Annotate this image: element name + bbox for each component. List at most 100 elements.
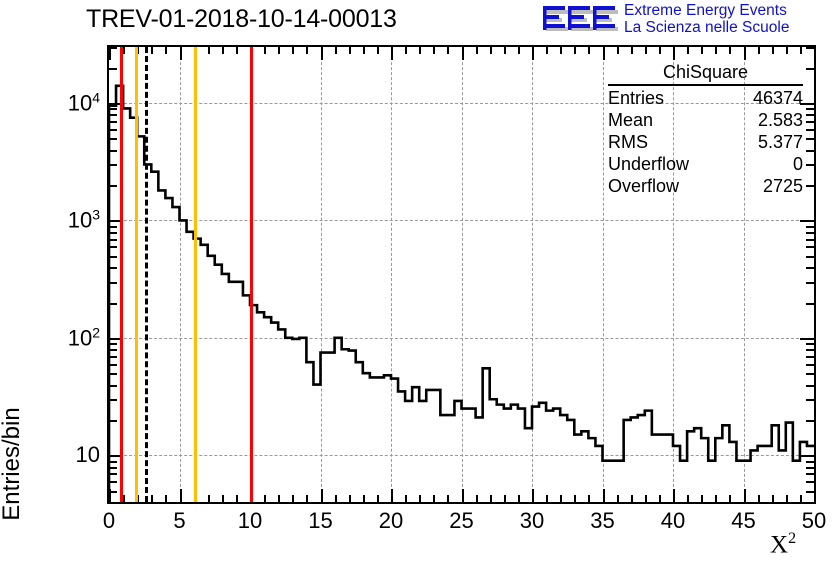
x-tick-top-15	[320, 47, 323, 60]
y-tick-7	[109, 473, 117, 476]
x-tick-top-17	[348, 47, 351, 54]
x-tick-15	[320, 489, 323, 502]
x-tick-34	[588, 495, 591, 502]
x-tick-top-1	[123, 47, 126, 54]
x-tick-36	[616, 495, 619, 502]
gridline-x-15	[320, 47, 322, 502]
gridline-x-30	[532, 47, 533, 502]
stats-row: Underflow 0	[608, 153, 803, 175]
x-tick-13	[292, 495, 295, 502]
y-tick-right-4	[806, 502, 814, 504]
x-tick-top-50	[814, 47, 816, 60]
gridline-x-5	[179, 47, 181, 502]
x-tick-33	[574, 495, 577, 502]
y-tick-9	[109, 460, 117, 463]
x-tick-41	[687, 495, 690, 502]
x-tick-25	[461, 489, 464, 502]
y-tick-4	[109, 502, 117, 504]
y-tick-right-60	[806, 363, 814, 366]
x-tick-39	[658, 495, 661, 502]
x-tick-49	[799, 495, 802, 502]
y-tick-right-10	[800, 455, 814, 458]
logo-text: Extreme Energy Events La Scienza nelle S…	[624, 2, 789, 36]
y-tick-right-5000	[806, 138, 814, 141]
gridline-x-35	[602, 47, 604, 502]
y-tick-30	[109, 399, 117, 402]
y-tick-right-7	[806, 473, 814, 476]
stats-box: ChiSquare Entries 46374 Mean 2.583 RMS 5.377 U…	[608, 62, 803, 197]
y-tick-20000	[109, 67, 117, 70]
y-tick-70	[109, 356, 117, 359]
x-tick-19	[376, 495, 379, 502]
x-tick-top-21	[405, 47, 408, 54]
x-tick-43	[715, 495, 718, 502]
y-tick-right-10000	[800, 103, 814, 106]
x-tick-top-35	[602, 47, 605, 60]
y-tick-800	[109, 231, 117, 234]
y-tick-label-1000: 103	[67, 206, 100, 234]
y-tick-40	[109, 384, 117, 387]
x-tick-top-7	[207, 47, 210, 54]
x-tick-top-39	[658, 47, 661, 54]
y-tick-4000	[109, 149, 117, 152]
x-tick-label-5: 5	[173, 508, 186, 533]
y-tick-2000	[109, 185, 117, 188]
y-tick-right-9000	[806, 108, 814, 111]
x-tick-top-40	[673, 47, 675, 60]
stats-label: Entries	[608, 88, 665, 108]
gridline-x-20	[391, 47, 392, 502]
x-tick-27	[489, 495, 492, 502]
x-tick-top-47	[771, 47, 774, 54]
y-tick-right-8000	[806, 114, 814, 117]
y-tick-right-9	[806, 460, 814, 463]
y-tick-700	[109, 238, 117, 241]
x-tick-top-48	[785, 47, 788, 54]
x-tick-top-38	[644, 47, 647, 54]
stats-row: Overflow 2725	[608, 175, 803, 197]
x-tick-top-0	[109, 47, 111, 60]
y-tick-right-30000	[806, 47, 814, 49]
x-tick-38	[644, 495, 647, 502]
y-tick-30000	[109, 47, 117, 49]
x-axis-title-exponent: 2	[788, 530, 797, 547]
stats-label: Overflow	[608, 176, 680, 196]
x-tick-top-14	[306, 47, 309, 54]
x-tick-48	[785, 495, 788, 502]
y-tick-right-3000	[806, 164, 814, 167]
y-tick-200	[109, 302, 117, 305]
x-tick-top-44	[729, 47, 732, 54]
stats-value: 2725	[762, 176, 803, 196]
gridline-x-45	[743, 47, 745, 502]
x-tick-top-16	[334, 47, 337, 54]
x-axis-title-base: X	[770, 531, 789, 559]
marker-line-red-high	[250, 47, 253, 502]
x-tick-26	[475, 495, 478, 502]
x-tick-3	[151, 495, 154, 502]
x-tick-32	[560, 495, 563, 502]
y-tick-right-20000	[806, 67, 814, 70]
histogram-curve	[109, 84, 814, 502]
stats-value: 5.377	[757, 132, 803, 152]
x-tick-46	[757, 495, 760, 502]
x-tick-top-43	[715, 47, 718, 54]
x-tick-label-0: 0	[102, 508, 116, 533]
x-tick-top-34	[588, 47, 591, 54]
y-tick-90	[109, 343, 117, 346]
x-tick-50	[814, 489, 816, 502]
x-tick-top-29	[517, 47, 520, 54]
x-tick-top-20	[391, 47, 393, 60]
y-tick-8	[109, 466, 117, 469]
y-tick-right-30	[806, 399, 814, 402]
eee-mark-icon	[543, 6, 618, 31]
x-tick-44	[729, 495, 732, 502]
x-tick-1	[123, 495, 126, 502]
x-tick-top-37	[630, 47, 633, 54]
stats-label: Underflow	[608, 154, 690, 174]
y-tick-60	[109, 363, 117, 366]
x-tick-top-19	[376, 47, 379, 54]
y-tick-right-4000	[806, 149, 814, 152]
logo-line-2: La Scienza nelle Scuole	[624, 19, 790, 36]
logo-line-1: Extreme Energy Events	[624, 2, 787, 19]
page-title: TREV-01-2018-10-14-00013	[86, 5, 397, 33]
